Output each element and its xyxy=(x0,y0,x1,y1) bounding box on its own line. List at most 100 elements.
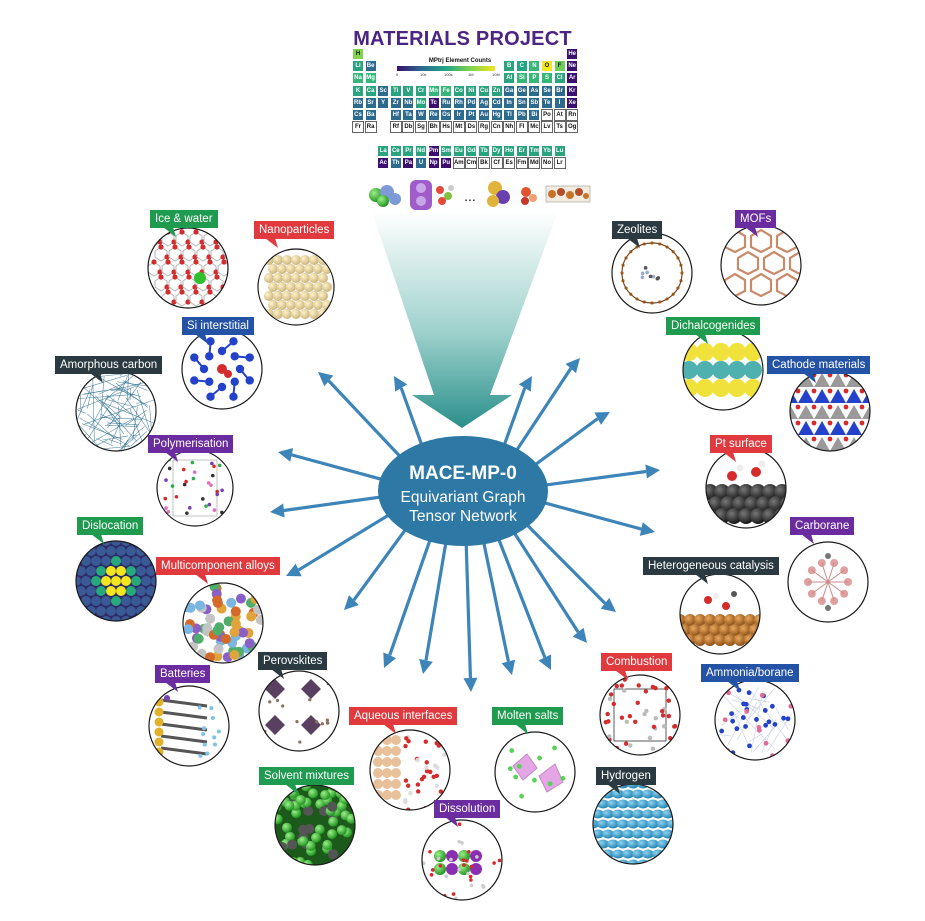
element-th: Th xyxy=(389,157,402,170)
element-ir: Ir xyxy=(452,109,465,121)
element-np: Np xyxy=(427,157,440,170)
element-i: I xyxy=(553,96,566,109)
label-molten-salts: Molten salts xyxy=(492,707,564,725)
radiating-arrow-head xyxy=(278,448,294,462)
element-ts: Ts xyxy=(553,121,566,134)
cathode-icon xyxy=(789,370,871,452)
element-mt: Mt xyxy=(452,121,465,134)
element-ce: Ce xyxy=(389,145,402,157)
element-fl: Fl xyxy=(515,121,528,134)
element-lv: Lv xyxy=(541,121,553,134)
element-tb: Tb xyxy=(478,145,490,157)
element-fm: Fm xyxy=(515,157,528,170)
element-ge: Ge xyxy=(515,84,528,97)
label-callout-tail xyxy=(615,670,628,680)
funnel-arrow xyxy=(372,212,558,428)
element-cf: Cf xyxy=(490,157,503,170)
element-dy: Dy xyxy=(490,145,503,157)
label-callout-tail xyxy=(91,534,104,544)
colorbar-tick: 10M xyxy=(492,72,500,77)
ice-water-icon xyxy=(147,227,229,309)
element-v: V xyxy=(402,84,415,97)
radiating-arrow-shaft xyxy=(388,536,433,656)
center-subtitle-line2: Tensor Network xyxy=(409,508,517,525)
element-sg: Sg xyxy=(415,121,427,134)
label-ice-and-water: Ice & water xyxy=(150,210,218,228)
polymer-icon xyxy=(156,449,234,527)
label-zeolites: Zeolites xyxy=(612,221,663,239)
radiating-arrow-shaft xyxy=(530,417,599,469)
element-s: S xyxy=(541,72,553,85)
structure-thumb-3-icon xyxy=(436,185,454,205)
element-cm: Cm xyxy=(465,157,478,170)
element-ba: Ba xyxy=(364,109,377,121)
element-md: Md xyxy=(528,157,541,170)
label-pt-surface: Pt surface xyxy=(710,435,772,453)
element-fe: Fe xyxy=(440,84,453,97)
center-ellipse xyxy=(378,436,548,546)
label-callout-tail xyxy=(607,784,620,794)
label-callout-tail xyxy=(695,334,708,344)
si-interstitial-icon xyxy=(181,328,263,410)
colorbar-tick: 1M xyxy=(468,72,474,77)
radiating-arrows xyxy=(270,358,660,692)
element-zr: Zr xyxy=(389,96,402,109)
element-in: In xyxy=(503,96,516,109)
element-rn: Rn xyxy=(566,109,579,121)
mof-icon xyxy=(720,224,802,306)
label-perovskites: Perovskites xyxy=(258,652,328,670)
radiating-arrow-shaft xyxy=(513,367,573,455)
element-zn: Zn xyxy=(490,84,503,97)
element-ni: Ni xyxy=(465,84,478,97)
element-h: H xyxy=(352,48,364,60)
label-callout-tail xyxy=(265,238,278,248)
element-pu: Pu xyxy=(440,157,453,170)
structure-thumb-6-icon xyxy=(545,185,591,203)
element-cd: Cd xyxy=(490,96,503,109)
element-cs: Cs xyxy=(352,109,364,121)
label-callout-tail xyxy=(271,669,284,679)
radiating-arrow-head xyxy=(463,677,478,692)
element-b: B xyxy=(503,60,516,73)
colorbar-tick: 10k xyxy=(420,72,427,77)
element-sr: Sr xyxy=(364,96,377,109)
label-solvent-mixtures: Solvent mixtures xyxy=(259,767,355,785)
element-rf: Rf xyxy=(389,121,402,134)
label-callout-tail xyxy=(627,238,640,248)
radiating-arrow-head xyxy=(518,376,532,392)
element-ru: Ru xyxy=(440,96,453,109)
element-be: Be xyxy=(364,60,377,73)
element-w: W xyxy=(415,109,427,121)
radiating-arrow-head xyxy=(318,372,334,387)
element-ne: Ne xyxy=(566,60,579,73)
element-ta: Ta xyxy=(402,109,415,121)
element-po: Po xyxy=(541,109,553,121)
label-callout-tail xyxy=(165,452,178,462)
label-combustion: Combustion xyxy=(601,653,673,671)
element-db: Db xyxy=(402,121,415,134)
label-dichalcogenides: Dichalcogenides xyxy=(666,317,761,335)
radiating-arrow-shaft xyxy=(464,540,473,679)
element-cl: Cl xyxy=(553,72,566,85)
element-he: He xyxy=(566,48,579,60)
element-br: Br xyxy=(553,84,566,97)
element-pb: Pb xyxy=(515,109,528,121)
element-k: K xyxy=(352,84,364,97)
element-at: At xyxy=(553,109,566,121)
structure-thumbnails: ... xyxy=(369,180,591,210)
element-ar: Ar xyxy=(566,72,579,85)
radiating-arrow-shaft xyxy=(523,520,607,605)
label-cathode-materials: Cathode materials xyxy=(767,356,871,374)
radiating-arrow-head xyxy=(645,464,660,479)
radiating-arrow-shaft xyxy=(327,379,404,461)
label-callout-tail xyxy=(163,227,176,237)
label-callout-tail xyxy=(803,373,816,383)
center-subtitle-line1: Equivariant Graph xyxy=(401,489,526,506)
radiating-arrow-head xyxy=(419,658,433,674)
element-hs: Hs xyxy=(440,121,453,134)
element-f: F xyxy=(553,60,566,73)
element-pm: Pm xyxy=(427,145,440,157)
radiating-arrow-shaft xyxy=(291,453,388,483)
element-mo: Mo xyxy=(415,96,427,109)
structure-thumb-5-icon xyxy=(521,187,537,205)
